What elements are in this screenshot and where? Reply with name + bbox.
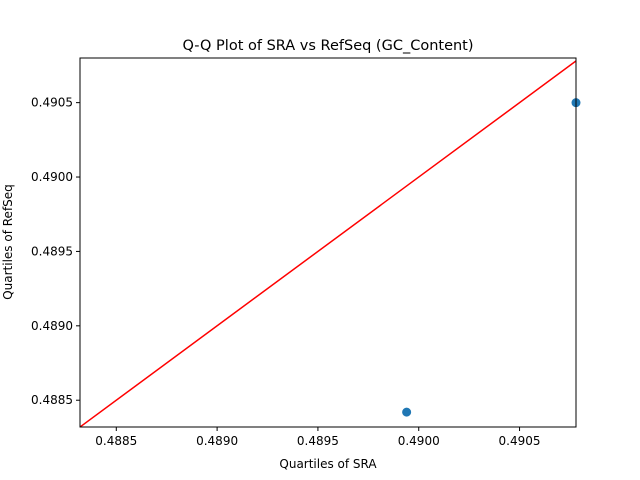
x-axis-ticks: 0.4885 0.4890 0.4895 0.4900 0.4905 <box>95 427 541 448</box>
y-axis-ticks: 0.4885 0.4890 0.4895 0.4900 0.4905 <box>31 96 80 407</box>
x-tick-label: 0.4900 <box>398 434 440 448</box>
x-tick-label: 0.4905 <box>499 434 541 448</box>
reference-line <box>80 60 576 427</box>
y-tick-label: 0.4885 <box>31 393 73 407</box>
y-tick-label: 0.4900 <box>31 170 73 184</box>
y-tick-label: 0.4905 <box>31 96 73 110</box>
x-tick-label: 0.4895 <box>297 434 339 448</box>
plot-area <box>79 57 581 428</box>
x-tick-label: 0.4890 <box>196 434 238 448</box>
y-axis-label: Quartiles of RefSeq <box>1 184 15 300</box>
y-tick-label: 0.4890 <box>31 319 73 333</box>
y-tick-label: 0.4895 <box>31 244 73 258</box>
data-point <box>402 407 412 417</box>
x-tick-label: 0.4885 <box>95 434 137 448</box>
x-axis-label: Quartiles of SRA <box>279 457 377 471</box>
axes-frame <box>79 57 577 428</box>
chart-title: Q-Q Plot of SRA vs RefSeq (GC_Content) <box>182 38 473 54</box>
